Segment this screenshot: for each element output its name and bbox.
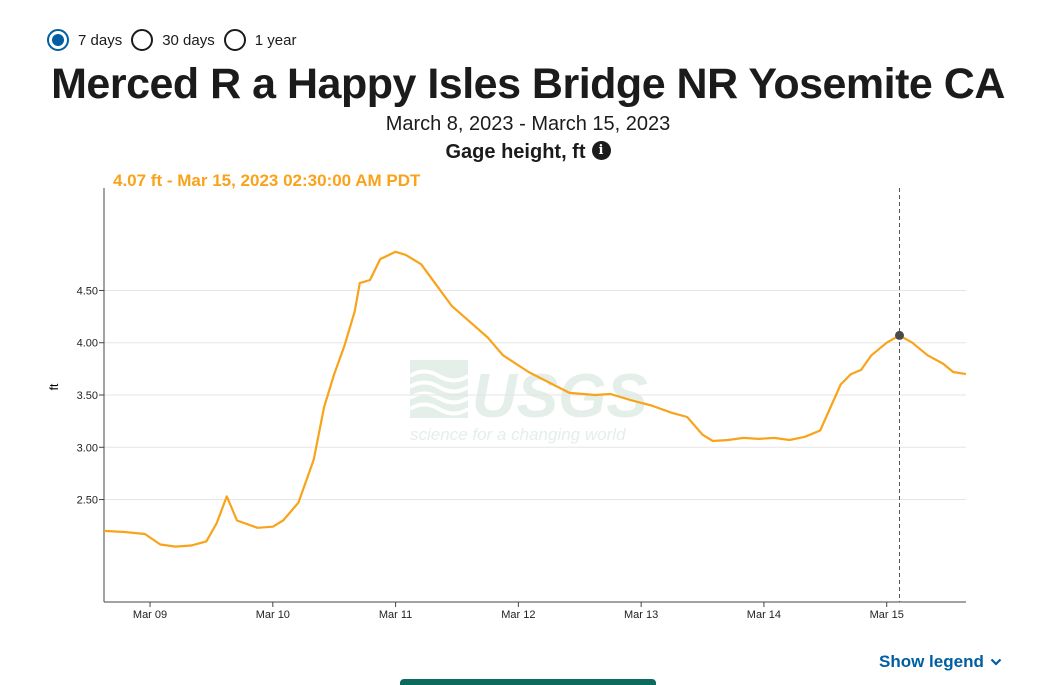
y-tick-label: 4.50 (77, 285, 98, 297)
radio-1-year[interactable]: 1 year (223, 29, 297, 51)
bottom-tab-bar[interactable] (400, 679, 656, 685)
radio-7-days[interactable]: 7 days (47, 29, 122, 51)
radio-7-days-label[interactable]: 7 days (78, 31, 123, 49)
page-title: Merced R a Happy Isles Bridge NR Yosemit… (51, 60, 1005, 108)
y-tick-label: 3.50 (77, 390, 98, 402)
x-tick-labels: Mar 09 Mar 10 Mar 11 Mar 12 Mar 13 Mar 14 Mar … (133, 602, 904, 621)
radio-1-year-label[interactable]: 1 year (254, 31, 297, 49)
x-tick-label: Mar 11 (379, 609, 412, 621)
period-selector: 7 days 30 days 1 year (47, 29, 305, 51)
y-axis-label: ft (47, 383, 61, 390)
x-tick-label: Mar 12 (501, 609, 535, 621)
radio-1-year-circle[interactable] (223, 29, 246, 51)
x-tick-label: Mar 14 (747, 609, 781, 621)
y-tick-label: 2.50 (77, 495, 98, 507)
usgs-logo-mark (408, 360, 470, 418)
radio-30-days-label[interactable]: 30 days (162, 31, 215, 49)
usgs-logo-wave (408, 369, 470, 383)
usgs-logo-wave (408, 391, 470, 405)
date-range: March 8, 2023 - March 15, 2023 (385, 113, 671, 135)
parameter-label: Gage height, ft (445, 141, 586, 163)
show-legend-label[interactable]: Show legend (879, 652, 984, 671)
chevron-down-icon[interactable] (990, 652, 1002, 672)
grid-lines (104, 289, 966, 501)
x-tick-label: Mar 09 (133, 609, 167, 621)
x-tick-label: Mar 10 (256, 609, 290, 621)
y-tick-label: 3.00 (77, 442, 98, 454)
usgs-logo-wave (408, 380, 470, 394)
y-tick-labels: 2.50 3.00 3.50 4.00 4.50 (77, 285, 104, 507)
tooltip-readout: 4.07 ft - Mar 15, 2023 02:30:00 AM PDT (113, 171, 421, 190)
radio-30-days-circle[interactable] (131, 29, 154, 51)
usgs-tagline: science for a changing world (410, 425, 626, 444)
radio-7-days-circle[interactable] (47, 29, 69, 51)
x-tick-label: Mar 15 (870, 609, 904, 621)
usgs-logo-wave (408, 402, 470, 416)
x-tick-label: Mar 13 (624, 609, 658, 621)
series-line-gage-height (103, 250, 967, 548)
show-legend-button[interactable]: Show legend (879, 652, 1002, 672)
parameter-heading: Gage height, ft i (0, 141, 1056, 164)
y-tick-label: 4.00 (77, 338, 98, 350)
highlight-point[interactable] (894, 330, 904, 340)
info-icon[interactable]: i (591, 141, 611, 160)
radio-30-days[interactable]: 30 days (131, 29, 215, 51)
